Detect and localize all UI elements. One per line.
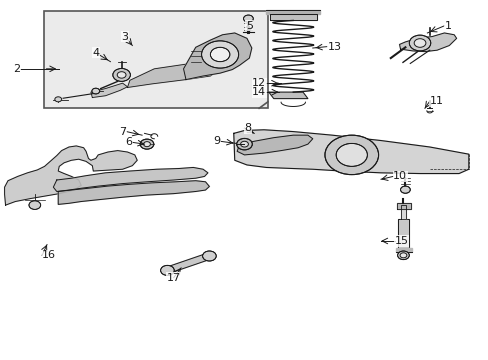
Polygon shape (58, 181, 209, 204)
Text: 9: 9 (213, 136, 220, 146)
Polygon shape (127, 60, 220, 87)
Polygon shape (395, 248, 411, 252)
Text: 7: 7 (119, 127, 126, 136)
Circle shape (201, 41, 238, 68)
Circle shape (399, 253, 406, 258)
Polygon shape (183, 33, 251, 80)
Circle shape (243, 15, 253, 22)
Text: 12: 12 (252, 78, 266, 88)
Text: 14: 14 (252, 87, 266, 97)
Circle shape (236, 138, 252, 150)
Circle shape (397, 251, 408, 260)
Circle shape (325, 135, 378, 175)
Polygon shape (237, 135, 312, 155)
Text: 4: 4 (92, 48, 99, 58)
Bar (43, 12, 267, 108)
Circle shape (240, 141, 248, 147)
Circle shape (400, 186, 409, 193)
Polygon shape (268, 92, 307, 99)
Circle shape (29, 201, 41, 210)
Polygon shape (400, 205, 406, 220)
Circle shape (210, 47, 229, 62)
Polygon shape (53, 167, 207, 192)
Circle shape (140, 139, 154, 149)
Circle shape (117, 72, 126, 78)
Polygon shape (4, 146, 137, 205)
Polygon shape (165, 253, 211, 273)
Circle shape (335, 143, 366, 166)
Circle shape (55, 97, 61, 102)
Circle shape (408, 35, 430, 51)
Text: 15: 15 (394, 236, 408, 246)
Polygon shape (269, 14, 316, 21)
Circle shape (113, 68, 130, 81)
Polygon shape (233, 130, 468, 174)
Text: 3: 3 (122, 32, 128, 41)
Circle shape (92, 88, 100, 94)
Text: 17: 17 (166, 273, 181, 283)
Text: 11: 11 (429, 96, 443, 106)
Circle shape (160, 265, 174, 275)
Polygon shape (266, 10, 320, 14)
Polygon shape (91, 83, 127, 98)
Text: 1: 1 (444, 21, 450, 31)
Text: 13: 13 (327, 42, 341, 51)
Circle shape (143, 141, 150, 147)
Text: 8: 8 (244, 123, 251, 133)
Text: 2: 2 (13, 64, 20, 74)
Text: 6: 6 (125, 138, 132, 147)
Polygon shape (396, 203, 410, 209)
Polygon shape (399, 33, 456, 51)
Text: 16: 16 (42, 250, 56, 260)
Text: 10: 10 (392, 171, 407, 181)
Circle shape (413, 39, 425, 47)
Polygon shape (397, 220, 408, 249)
Circle shape (202, 251, 216, 261)
Text: 5: 5 (245, 21, 252, 31)
